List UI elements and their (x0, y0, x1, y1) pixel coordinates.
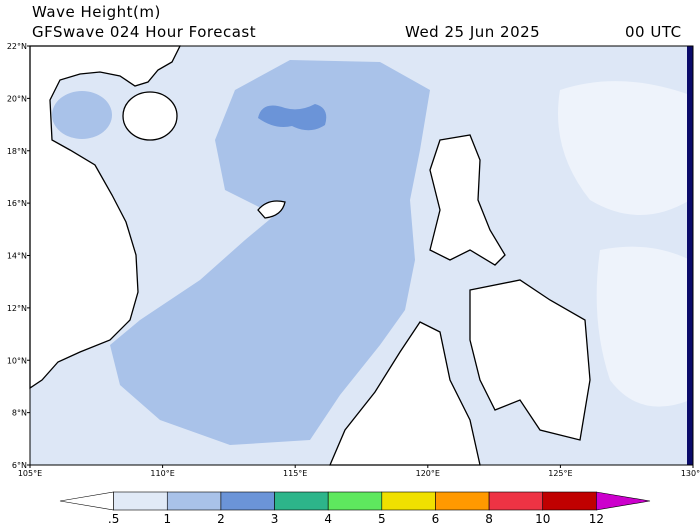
lat-label: 22°N (7, 42, 27, 51)
lat-label: 20°N (7, 94, 27, 103)
colorbar: .5 1 2 3 4 5 6 8 10 12 (59, 491, 651, 526)
colorbar-label: 10 (535, 512, 550, 525)
lat-label: 12°N (7, 304, 27, 313)
title: Wave Height(m) (32, 3, 161, 21)
colorbar-label: 6 (432, 512, 440, 525)
colorbar-label: 5 (378, 512, 386, 525)
lon-label: 105°E (18, 469, 42, 478)
visayas-mindanao (469, 279, 591, 441)
lat-label: 8°N (12, 409, 27, 418)
time: 00 UTC (625, 23, 682, 41)
sea-mid (110, 60, 430, 445)
colorbar-label: 8 (485, 512, 493, 525)
lon-label: 125°E (548, 469, 572, 478)
sea-high (258, 104, 327, 131)
colorbar-box (113, 491, 168, 511)
colorbar-label: 12 (589, 512, 604, 525)
colorbar-label: 3 (271, 512, 279, 525)
borneo (329, 321, 481, 466)
date: Wed 25 Jun 2025 (405, 23, 540, 41)
colorbar-end (596, 491, 651, 511)
subtitle: GFSwave 024 Hour Forecast (32, 23, 256, 41)
colorbar-label: 2 (217, 512, 225, 525)
island (257, 200, 286, 219)
colorbar-label: 1 (163, 512, 171, 525)
colorbar-box (435, 491, 490, 511)
edge-band (687, 46, 693, 465)
colorbar-label: .5 (108, 512, 119, 525)
sea-calm (558, 81, 690, 215)
lon-label: 120°E (416, 469, 440, 478)
land (29, 45, 182, 390)
colorbar-label: 4 (324, 512, 332, 525)
map (29, 45, 694, 466)
colorbar-box (327, 491, 383, 511)
sea-calm (596, 246, 690, 407)
lat-label: 18°N (7, 147, 27, 156)
colorbar-box (274, 491, 329, 511)
colorbar-box (381, 491, 436, 511)
colorbar-box (542, 491, 597, 511)
colorbar-box (488, 491, 544, 511)
lat-label: 16°N (7, 199, 27, 208)
colorbar-end (59, 491, 114, 511)
hainan (122, 91, 178, 141)
lat-label: 10°N (7, 356, 27, 365)
sea-mid (52, 91, 112, 139)
lat-label: 14°N (7, 252, 27, 261)
lat-label: 6°N (12, 461, 27, 470)
colorbar-box (220, 491, 275, 511)
lon-label: 130°E (681, 469, 700, 478)
lon-label: 110°E (150, 469, 174, 478)
colorbar-box (166, 491, 222, 511)
lon-label: 115°E (283, 469, 307, 478)
luzon (429, 134, 506, 266)
